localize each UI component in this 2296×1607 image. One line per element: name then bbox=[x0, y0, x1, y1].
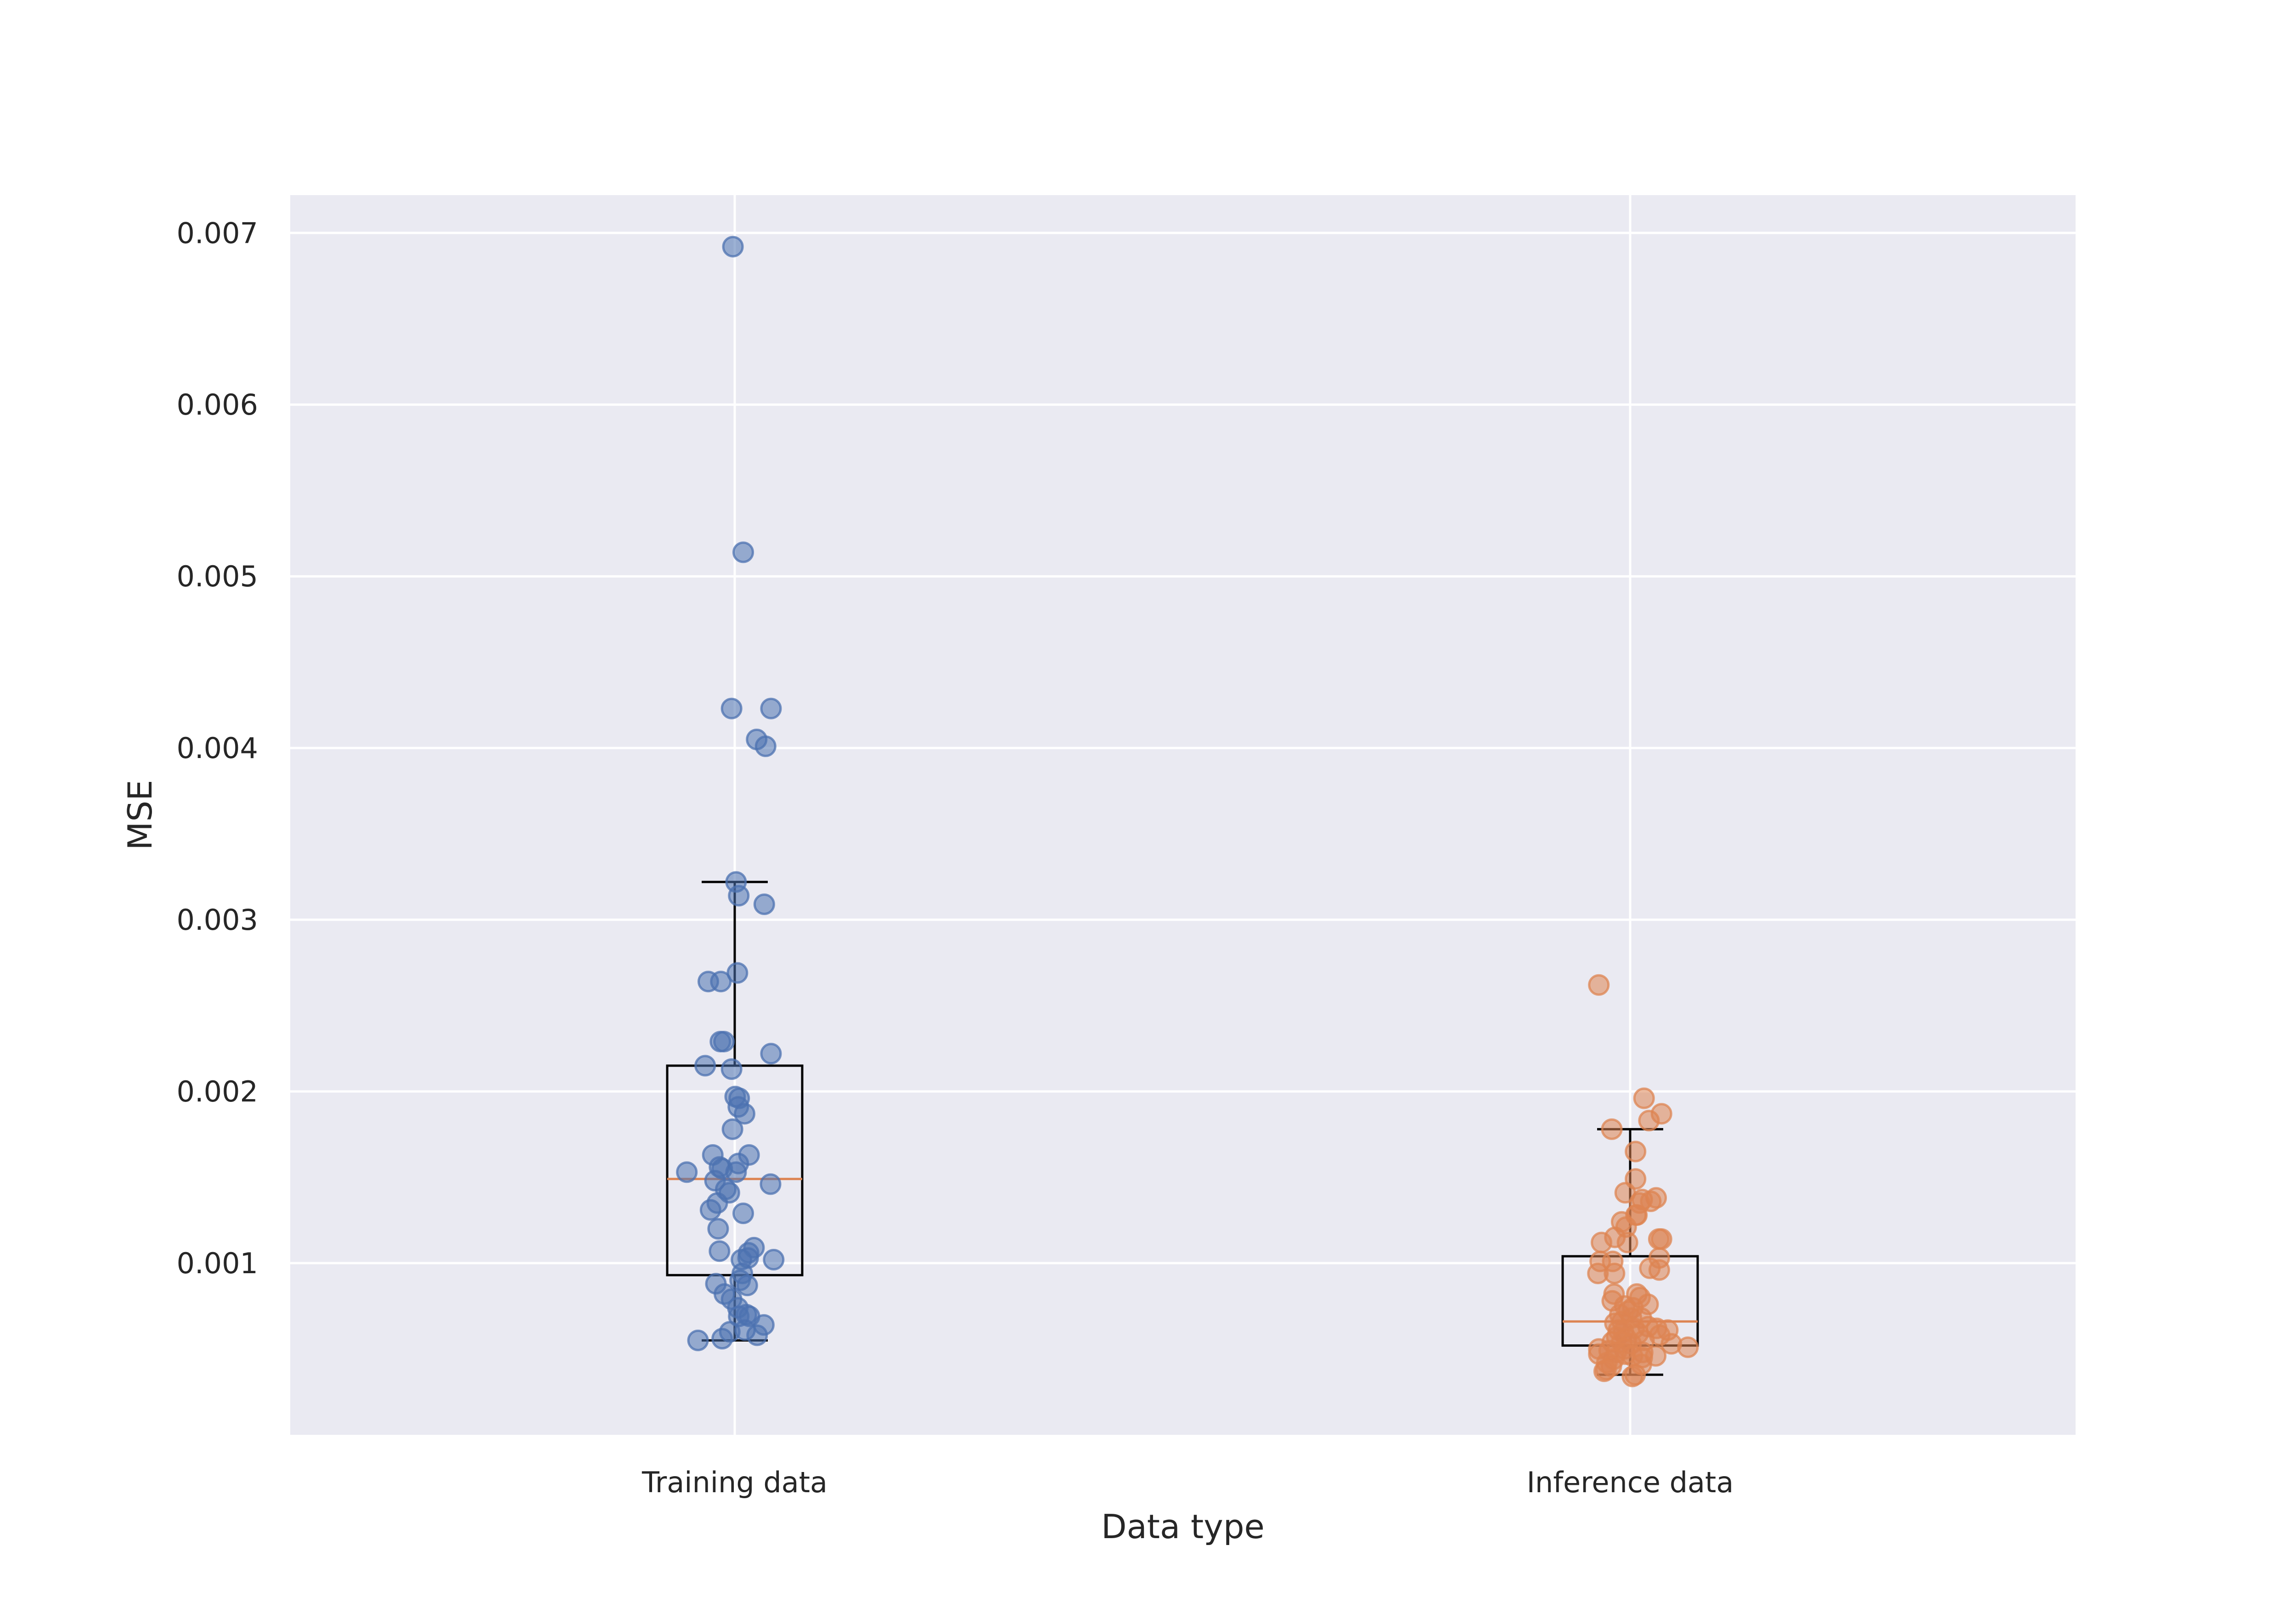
data-point bbox=[763, 1249, 785, 1271]
data-point bbox=[1587, 1262, 1609, 1284]
data-point bbox=[709, 1240, 731, 1262]
data-point bbox=[1588, 974, 1610, 996]
data-point bbox=[687, 1329, 709, 1351]
data-point bbox=[725, 1161, 747, 1183]
data-point bbox=[710, 971, 732, 993]
data-point bbox=[736, 1275, 758, 1297]
y-tick-label: 0.006 bbox=[177, 388, 259, 421]
data-point bbox=[694, 1055, 716, 1077]
data-point bbox=[1677, 1336, 1699, 1358]
y-tick-label: 0.002 bbox=[177, 1075, 259, 1108]
data-point bbox=[760, 1043, 782, 1065]
y-tick-label: 0.004 bbox=[177, 731, 259, 765]
data-point bbox=[720, 697, 743, 719]
y-tick-label: 0.005 bbox=[177, 560, 259, 593]
data-point bbox=[746, 1324, 768, 1346]
data-point bbox=[721, 1118, 743, 1140]
data-point bbox=[1601, 1118, 1623, 1140]
data-point bbox=[732, 1202, 754, 1225]
data-point bbox=[1591, 1231, 1613, 1253]
x-axis-title: Data type bbox=[1101, 1507, 1265, 1546]
x-tick-label: Inference data bbox=[1527, 1466, 1734, 1499]
data-point bbox=[1638, 1110, 1660, 1132]
gridlines bbox=[290, 195, 2076, 1435]
data-point bbox=[733, 1103, 755, 1125]
y-tick-label: 0.001 bbox=[177, 1247, 259, 1280]
data-point bbox=[754, 735, 777, 757]
data-point bbox=[1616, 1231, 1638, 1253]
data-point bbox=[753, 893, 775, 915]
data-point bbox=[728, 885, 750, 907]
data-points bbox=[676, 236, 1699, 1388]
data-point bbox=[713, 1031, 735, 1053]
data-point bbox=[1650, 1228, 1672, 1250]
y-tick-label: 0.003 bbox=[177, 903, 259, 937]
data-point bbox=[760, 1173, 782, 1195]
data-point bbox=[1621, 1365, 1643, 1388]
data-point bbox=[732, 541, 754, 563]
data-point bbox=[676, 1161, 698, 1183]
y-tick-label: 0.007 bbox=[177, 216, 259, 250]
data-point bbox=[711, 1328, 733, 1350]
x-tick-label: Training data bbox=[642, 1466, 827, 1499]
data-point bbox=[760, 697, 782, 719]
data-point bbox=[1633, 1087, 1655, 1109]
tick-labels: 0.001 0.002 0.003 0.004 0.005 0.006 0.007 Train… bbox=[177, 216, 1734, 1499]
data-point bbox=[720, 1058, 743, 1080]
data-point bbox=[1593, 1360, 1615, 1382]
y-axis-title: MSE bbox=[121, 780, 159, 850]
data-point bbox=[726, 962, 748, 984]
data-point bbox=[1648, 1259, 1670, 1281]
plot-background bbox=[290, 195, 2076, 1435]
data-point bbox=[1625, 1141, 1647, 1163]
data-point bbox=[707, 1218, 729, 1240]
data-point bbox=[722, 236, 744, 258]
data-point bbox=[699, 1199, 721, 1221]
